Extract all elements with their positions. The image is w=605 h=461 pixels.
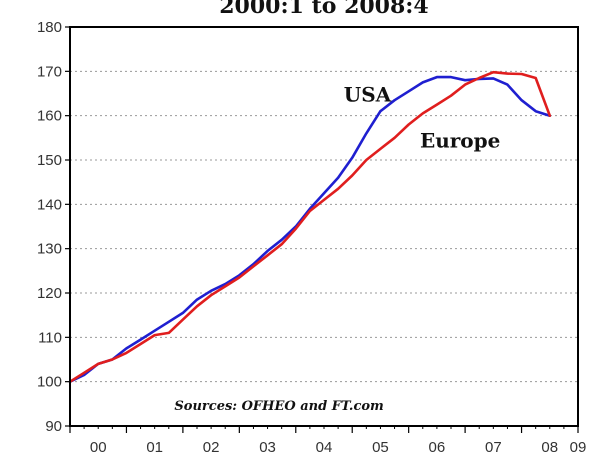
x-tick-label: 08 (541, 439, 558, 456)
series-label-europe: Europe (420, 129, 500, 153)
source-annotation: Sources: OFHEO and FT.com (174, 399, 383, 414)
y-tick-label: 90 (45, 418, 62, 435)
series-label-usa: USA (344, 82, 392, 106)
y-tick-label: 170 (37, 63, 62, 80)
x-tick-label: 07 (485, 439, 502, 456)
plot-area-frame (69, 26, 579, 427)
x-tick-label: 00 (90, 439, 107, 456)
x-tick-label: 02 (203, 439, 220, 456)
y-tick-label: 180 (37, 19, 62, 36)
x-tick-label: 01 (146, 439, 163, 456)
x-tick-label: 04 (316, 439, 333, 456)
y-tick-label: 120 (37, 285, 62, 302)
y-tick-label: 100 (37, 374, 62, 391)
x-tick-label: 03 (259, 439, 276, 456)
y-tick-label: 160 (37, 108, 62, 125)
x-tick-label: 05 (372, 439, 389, 456)
y-tick-label: 130 (37, 241, 62, 258)
y-tick-label: 150 (37, 152, 62, 169)
series-line-usa (68, 75, 552, 384)
chart-title: 2000:1 to 2008:4 (219, 0, 428, 19)
series-line-europe (68, 70, 552, 384)
y-tick-label: 110 (38, 329, 62, 346)
series-lines (68, 70, 552, 384)
x-tick-label: 06 (429, 439, 446, 456)
axes: 90 100 110 120 130 140 150 160 170 180 00 01 02 03 04 0… (37, 19, 586, 456)
y-tick-label: 140 (37, 196, 62, 213)
x-tick-label: 09 (570, 439, 587, 456)
